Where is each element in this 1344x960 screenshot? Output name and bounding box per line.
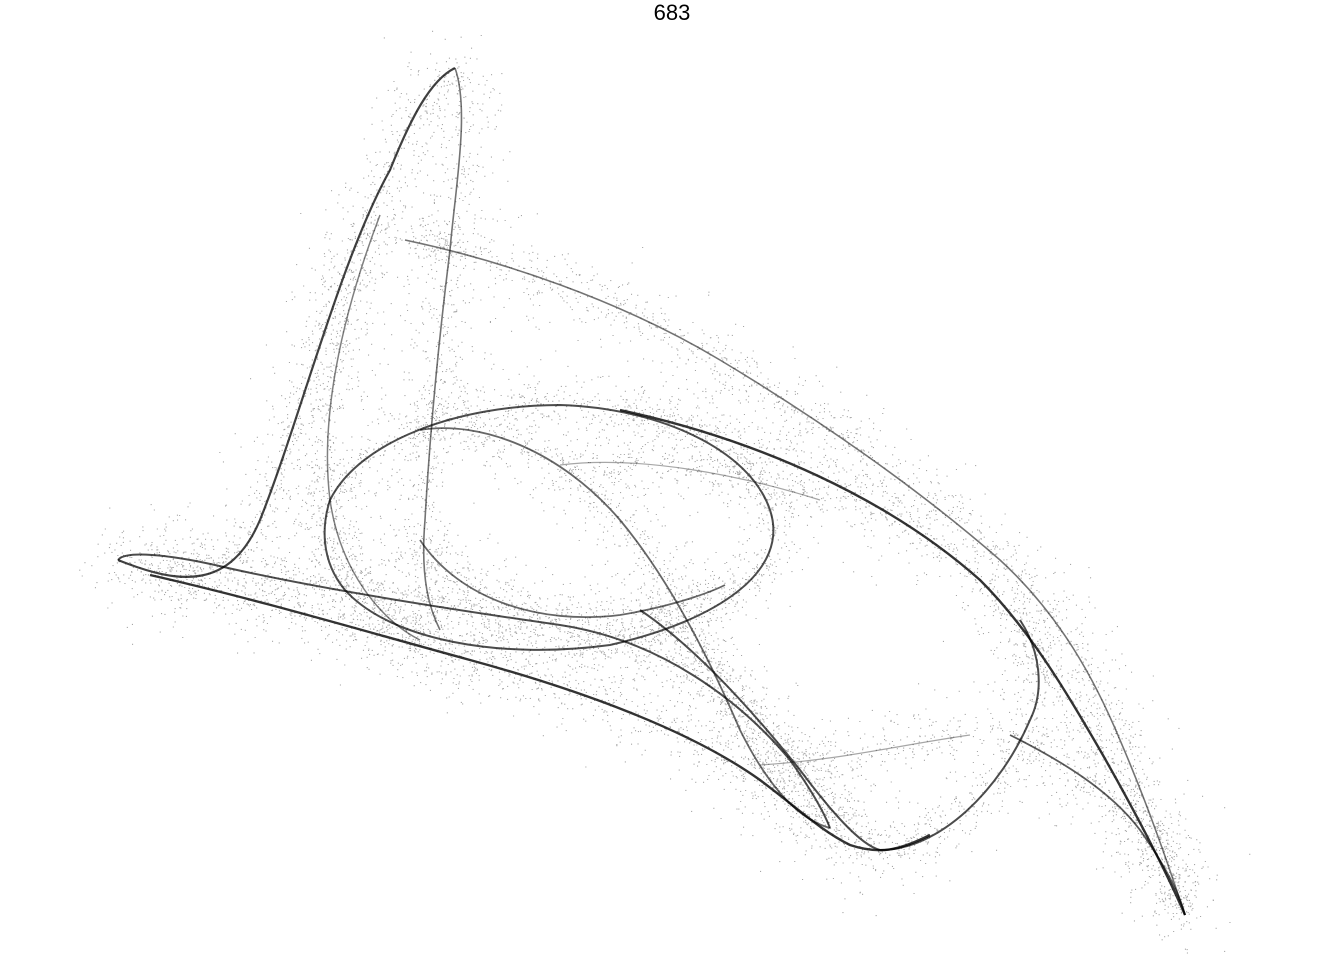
ridge-lower-streak [759,734,971,766]
ridge-inner-crescent [419,539,726,619]
ridge-left-spike-inner [422,67,463,631]
ridge-inner-loop [419,427,831,829]
ridge-right-spine [619,408,1187,916]
ridge-left-spike-outer [117,67,456,578]
ridge-upper-sheet [404,239,1186,916]
stipple-dots [79,30,1251,954]
ridge-mid-streak [559,461,821,501]
attractor-ridges [117,67,1187,916]
ridge-left-arc [326,214,421,641]
ridge-left-flap [117,553,831,829]
ridge-central-oval [323,403,775,651]
ridge-right-lower-loop [639,609,1040,852]
ridge-bottom-edge [149,573,931,852]
ridge-tail [1009,734,1186,916]
point-cloud [79,30,1251,954]
figure-title: 683 [653,0,691,25]
